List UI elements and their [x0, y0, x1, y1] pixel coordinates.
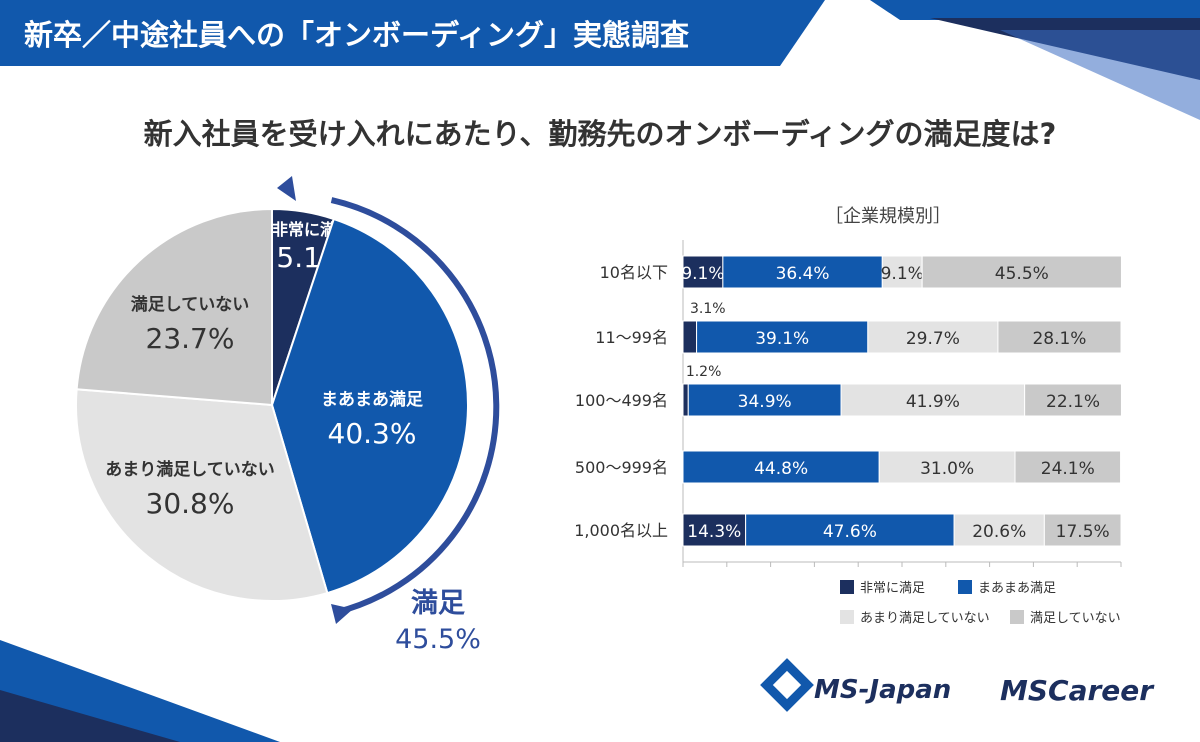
- header-band: [0, 0, 825, 66]
- ms-career-wordmark: MSCareer: [1000, 674, 1155, 707]
- arc-arrowhead-top: [277, 176, 296, 201]
- bar-category-label: 11〜99名: [595, 328, 668, 347]
- bar-category-label: 10名以下: [600, 263, 668, 282]
- legend-swatch: [1010, 610, 1024, 624]
- bar-segment: [687, 383, 842, 417]
- bar-value-label: 44.8%: [754, 459, 808, 479]
- bar-category-label: 1,000名以上: [574, 521, 668, 540]
- bar-segment: [722, 255, 883, 289]
- bar-segment: [1043, 513, 1122, 547]
- bar-value-label: 41.9%: [906, 392, 960, 412]
- satisfied-total-label: 満足: [411, 588, 465, 619]
- bar-segment: [1024, 383, 1122, 417]
- pie-chart: 非常に満足5.1%まあまあ満足40.3%あまり満足していない30.8%満足してい…: [75, 207, 469, 602]
- stacked-bar-chart: 10名以下 9.1% 36.4% 9.1% 45.5% 11〜99名 3.1% 39.1% 29…: [574, 240, 1122, 567]
- bar-value-label: 20.6%: [972, 522, 1026, 542]
- bar-value-label: 9.1%: [681, 264, 724, 284]
- bar-value-label: 36.4%: [776, 264, 830, 284]
- header-stripe-top: [870, 0, 1200, 20]
- bar-value-label: 28.1%: [1032, 329, 1086, 349]
- pie-label-2: あまり満足していない: [105, 459, 275, 480]
- bar-segment: [878, 450, 1016, 484]
- bar-segment: [745, 513, 955, 547]
- bar-segment: [997, 320, 1122, 354]
- arc-arrowhead-bottom: [331, 604, 353, 624]
- bar-category-label: 100〜499名: [575, 391, 668, 410]
- legend-label: あまり満足していない: [860, 611, 990, 626]
- bar-value-label: 34.9%: [738, 392, 792, 412]
- bar-value-label: 9.1%: [881, 264, 924, 284]
- bar-value-label: 29.7%: [906, 329, 960, 349]
- ms-japan-logo: MS-Japan: [760, 658, 951, 712]
- pie-value-3: 23.7%: [146, 322, 235, 355]
- question-text: 新入社員を受け入れにあたり、勤務先のオンボーディングの満足度は?: [144, 117, 1057, 151]
- satisfied-arc: [330, 197, 500, 616]
- pie-label-1: まあまあ満足: [321, 389, 423, 410]
- bar-segment: [1014, 450, 1122, 484]
- bar-value-label: 24.1%: [1041, 459, 1095, 479]
- bar-value-label: 17.5%: [1056, 522, 1110, 542]
- bar-category-label: 500〜999名: [575, 458, 668, 477]
- bar-segment: [840, 383, 1026, 417]
- bar-value-label: 1.2%: [686, 364, 722, 380]
- pie-label-3: 満足していない: [131, 294, 250, 315]
- bar-segment: [682, 450, 880, 484]
- bar-value-label: 22.1%: [1046, 392, 1100, 412]
- header-stripe-light: [1000, 30, 1200, 120]
- bar-segment: [696, 320, 869, 354]
- bar-segment: [867, 320, 999, 354]
- bar-segment: [881, 255, 923, 289]
- legend-label: 満足していない: [1030, 611, 1121, 626]
- bar-value-label: 14.3%: [687, 522, 741, 542]
- header-title: 新卒／中途社員への「オンボーディング」実態調査: [24, 18, 689, 52]
- bar-chart-title: ［企業規模別］: [825, 206, 951, 227]
- bar-segment: [921, 255, 1122, 289]
- bar-value-label: 45.5%: [995, 264, 1049, 284]
- pie-value-1: 40.3%: [328, 417, 417, 450]
- legend-label: まあまあ満足: [978, 581, 1056, 596]
- pie-value-2: 30.8%: [146, 487, 235, 520]
- bar-value-label: 47.6%: [823, 522, 877, 542]
- legend-swatch: [840, 580, 854, 594]
- footer-stripe-dark: [0, 690, 180, 742]
- pie-slice-1: [270, 217, 469, 595]
- satisfied-total-value: 45.5%: [395, 624, 481, 655]
- legend-swatch: [958, 580, 972, 594]
- bar-value-label: 31.0%: [920, 459, 974, 479]
- ms-japan-wordmark: MS-Japan: [814, 675, 951, 705]
- bar-value-label: 39.1%: [755, 329, 809, 349]
- legend-label: 非常に満足: [860, 581, 925, 596]
- bar-segment: [682, 320, 698, 354]
- bar-value-label: 3.1%: [690, 301, 726, 317]
- bar-segment: [682, 383, 689, 417]
- pie-slice-2: [75, 388, 329, 602]
- legend-swatch: [840, 610, 854, 624]
- bar-segment: [682, 255, 724, 289]
- pie-slice-3: [75, 207, 273, 407]
- bar-segment: [953, 513, 1045, 547]
